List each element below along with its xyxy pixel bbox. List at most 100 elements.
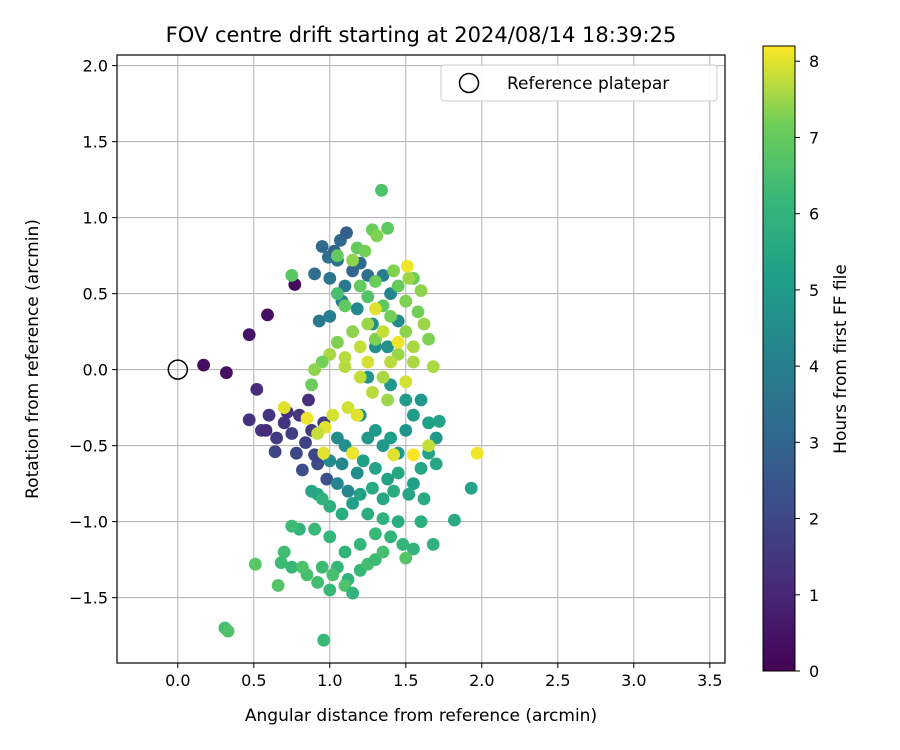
scatter-point — [308, 363, 321, 376]
colorbar-tick-label: 7 — [809, 128, 819, 147]
scatter-point — [353, 370, 367, 384]
colorbar-tick-label: 2 — [809, 510, 819, 529]
scatter-point — [399, 393, 413, 407]
scatter-point — [422, 439, 435, 452]
scatter-point — [369, 527, 382, 541]
colorbar-tick-label: 5 — [809, 281, 819, 300]
scatter-point — [381, 221, 394, 235]
scatter-point — [376, 370, 390, 384]
scatter-point — [387, 484, 400, 498]
scatter-point — [391, 279, 405, 293]
colorbar-ticks: 0 1 2 3 4 5 6 7 8 — [795, 52, 819, 681]
scatter-point — [331, 287, 344, 300]
scatter-point — [277, 545, 291, 559]
scatter-point — [353, 340, 367, 354]
scatter-point — [290, 446, 303, 460]
scatter-point — [448, 513, 461, 527]
scatter-point — [346, 325, 359, 338]
scatter-point — [346, 253, 359, 267]
scatter-point — [335, 507, 349, 521]
y-tick-label: 1.5 — [83, 133, 108, 152]
scatter-point — [361, 507, 375, 521]
legend-box — [440, 64, 718, 102]
scatter-point — [369, 275, 382, 288]
scatter-point — [402, 272, 416, 285]
x-tick-label: 3.5 — [697, 671, 722, 690]
scatter-point — [302, 393, 315, 407]
scatter-point — [399, 424, 413, 437]
scatter-point — [470, 446, 484, 460]
scatter-point — [402, 487, 416, 501]
x-tick-label: 2.0 — [469, 671, 494, 690]
x-tick-label: 1.0 — [317, 671, 342, 690]
scatter-point — [268, 445, 282, 459]
x-axis-ticks: 0.0 0.5 1.0 1.5 2.0 2.5 3.0 3.5 — [165, 663, 723, 690]
scatter-point — [356, 454, 370, 468]
colorbar-tick-label: 4 — [809, 357, 819, 376]
grid-lines — [117, 55, 725, 663]
scatter-point — [326, 568, 340, 582]
scatter-point — [366, 386, 379, 399]
scatter-point — [384, 530, 397, 544]
scatter-point — [331, 477, 344, 490]
colorbar-tick-label: 8 — [809, 52, 819, 71]
scatter-point — [305, 378, 318, 392]
scatter-point — [414, 515, 428, 528]
legend: Reference platepar — [440, 64, 718, 102]
scatter-point — [399, 375, 413, 389]
scatter-point — [361, 431, 375, 445]
scatter-point — [277, 401, 291, 414]
scatter-point — [341, 401, 355, 414]
scatter-point — [376, 325, 390, 338]
scatter-point — [414, 284, 428, 297]
y-tick-label: 2.0 — [83, 57, 108, 76]
scatter-point — [346, 497, 359, 510]
scatter-point — [369, 462, 382, 475]
scatter-point — [381, 472, 394, 486]
scatter-point — [384, 355, 397, 369]
plot-frame — [116, 54, 726, 664]
colorbar-tick-label: 3 — [809, 433, 819, 452]
scatter-point — [285, 560, 299, 574]
colorbar-tick-label: 1 — [809, 586, 819, 605]
scatter-point — [417, 492, 431, 506]
scatter-point — [331, 249, 344, 262]
legend-entry-reference: Reference platepar — [507, 74, 669, 94]
scatter-point — [350, 466, 364, 480]
colorbar — [762, 45, 796, 672]
scatter-point — [422, 416, 435, 430]
scatter-point — [375, 183, 388, 197]
scatter-point — [250, 383, 264, 396]
x-tick-label: 0.5 — [241, 671, 266, 690]
scatter-point — [391, 466, 405, 480]
y-axis-label: Rotation from reference (arcmin) — [23, 219, 43, 499]
scatter-point — [221, 624, 235, 638]
scatter-point — [353, 279, 367, 293]
scatter-point — [399, 551, 413, 565]
scatter-point — [376, 512, 390, 525]
scatter-point — [407, 408, 420, 422]
scatter-point — [366, 481, 379, 495]
scatter-point — [323, 272, 337, 285]
reference-platepar-marker — [167, 359, 189, 380]
scatter-point — [387, 264, 400, 278]
scatter-point — [335, 457, 349, 471]
scatter-point — [248, 557, 262, 571]
scatter-point — [350, 408, 364, 422]
scatter-point — [414, 462, 428, 475]
scatter-point — [338, 360, 352, 373]
scatter-point — [326, 408, 340, 422]
scatter-point — [464, 481, 478, 495]
y-tick-label: −0.5 — [69, 437, 108, 456]
scatter-point — [432, 414, 446, 428]
scatter-point — [311, 427, 324, 440]
scatter-point — [387, 448, 400, 462]
data-points — [197, 183, 484, 647]
scatter-point — [407, 477, 420, 490]
scatter-point — [323, 530, 337, 544]
scatter-point — [270, 431, 283, 445]
scatter-point — [417, 317, 431, 331]
scatter-point — [285, 427, 299, 440]
scatter-point — [407, 355, 420, 369]
